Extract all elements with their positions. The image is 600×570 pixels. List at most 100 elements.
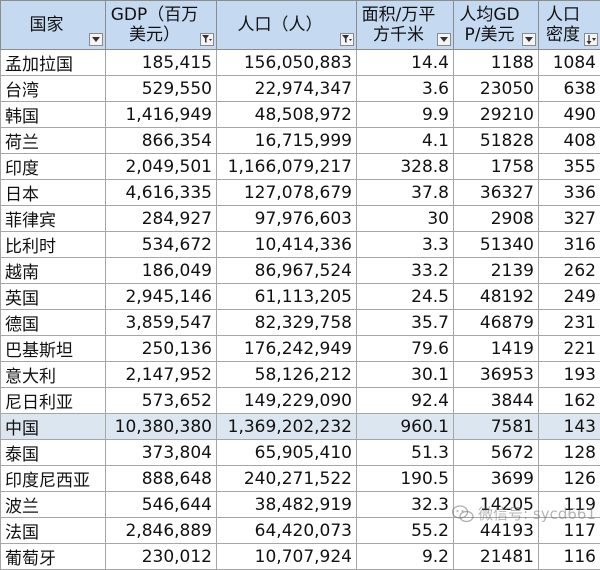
- value-cell[interactable]: 10,707,924: [217, 544, 357, 570]
- value-cell[interactable]: 336: [539, 180, 600, 206]
- value-cell[interactable]: 327: [539, 206, 600, 232]
- country-cell[interactable]: 葡萄牙: [1, 544, 106, 570]
- value-cell[interactable]: 1,369,202,232: [217, 414, 357, 440]
- country-cell[interactable]: 法国: [1, 518, 106, 544]
- value-cell[interactable]: 2,945,146: [106, 284, 217, 310]
- value-cell[interactable]: 117: [539, 518, 600, 544]
- value-cell[interactable]: 230,012: [106, 544, 217, 570]
- value-cell[interactable]: 546,644: [106, 492, 217, 518]
- value-cell[interactable]: 490: [539, 102, 600, 128]
- value-cell[interactable]: 29210: [454, 102, 539, 128]
- value-cell[interactable]: 24.5: [357, 284, 454, 310]
- value-cell[interactable]: 30: [357, 206, 454, 232]
- country-cell[interactable]: 韩国: [1, 102, 106, 128]
- value-cell[interactable]: 23050: [454, 76, 539, 102]
- value-cell[interactable]: 1,416,949: [106, 102, 217, 128]
- value-cell[interactable]: 36953: [454, 362, 539, 388]
- value-cell[interactable]: 240,271,522: [217, 466, 357, 492]
- value-cell[interactable]: 1758: [454, 154, 539, 180]
- value-cell[interactable]: 32.3: [357, 492, 454, 518]
- value-cell[interactable]: 156,050,883: [217, 50, 357, 76]
- country-cell[interactable]: 泰国: [1, 440, 106, 466]
- value-cell[interactable]: 5672: [454, 440, 539, 466]
- country-cell[interactable]: 比利时: [1, 232, 106, 258]
- value-cell[interactable]: 51.3: [357, 440, 454, 466]
- value-cell[interactable]: 44193: [454, 518, 539, 544]
- country-cell[interactable]: 孟加拉国: [1, 50, 106, 76]
- value-cell[interactable]: 355: [539, 154, 600, 180]
- value-cell[interactable]: 7581: [454, 414, 539, 440]
- value-cell[interactable]: 573,652: [106, 388, 217, 414]
- value-cell[interactable]: 2139: [454, 258, 539, 284]
- value-cell[interactable]: 46879: [454, 310, 539, 336]
- value-cell[interactable]: 48192: [454, 284, 539, 310]
- value-cell[interactable]: 9.2: [357, 544, 454, 570]
- value-cell[interactable]: 65,905,410: [217, 440, 357, 466]
- value-cell[interactable]: 21481: [454, 544, 539, 570]
- value-cell[interactable]: 4,616,335: [106, 180, 217, 206]
- value-cell[interactable]: 162: [539, 388, 600, 414]
- value-cell[interactable]: 61,113,205: [217, 284, 357, 310]
- value-cell[interactable]: 119: [539, 492, 600, 518]
- value-cell[interactable]: 143: [539, 414, 600, 440]
- dropdown-arrow-icon[interactable]: [89, 33, 103, 46]
- value-cell[interactable]: 51340: [454, 232, 539, 258]
- value-cell[interactable]: 249: [539, 284, 600, 310]
- value-cell[interactable]: 190.5: [357, 466, 454, 492]
- value-cell[interactable]: 14205: [454, 492, 539, 518]
- value-cell[interactable]: 9.9: [357, 102, 454, 128]
- value-cell[interactable]: 127,078,679: [217, 180, 357, 206]
- value-cell[interactable]: 82,329,758: [217, 310, 357, 336]
- country-cell[interactable]: 巴基斯坦: [1, 336, 106, 362]
- value-cell[interactable]: 3844: [454, 388, 539, 414]
- value-cell[interactable]: 284,927: [106, 206, 217, 232]
- value-cell[interactable]: 328.8: [357, 154, 454, 180]
- value-cell[interactable]: 30.1: [357, 362, 454, 388]
- value-cell[interactable]: 1,166,079,217: [217, 154, 357, 180]
- value-cell[interactable]: 866,354: [106, 128, 217, 154]
- country-cell[interactable]: 尼日利亚: [1, 388, 106, 414]
- value-cell[interactable]: 37.8: [357, 180, 454, 206]
- value-cell[interactable]: 149,229,090: [217, 388, 357, 414]
- country-cell[interactable]: 菲律宾: [1, 206, 106, 232]
- filter-icon[interactable]: [200, 33, 214, 46]
- value-cell[interactable]: 250,136: [106, 336, 217, 362]
- country-cell[interactable]: 荷兰: [1, 128, 106, 154]
- value-cell[interactable]: 38,482,919: [217, 492, 357, 518]
- value-cell[interactable]: 888,648: [106, 466, 217, 492]
- country-cell[interactable]: 德国: [1, 310, 106, 336]
- country-cell[interactable]: 波兰: [1, 492, 106, 518]
- value-cell[interactable]: 1084: [539, 50, 600, 76]
- column-header-4[interactable]: 人均GDP/美元: [454, 1, 539, 50]
- column-header-3[interactable]: 面积/万平方千米: [357, 1, 454, 50]
- country-cell[interactable]: 印度: [1, 154, 106, 180]
- value-cell[interactable]: 128: [539, 440, 600, 466]
- column-header-0[interactable]: 国家: [1, 1, 106, 50]
- country-cell[interactable]: 英国: [1, 284, 106, 310]
- value-cell[interactable]: 1419: [454, 336, 539, 362]
- value-cell[interactable]: 221: [539, 336, 600, 362]
- value-cell[interactable]: 262: [539, 258, 600, 284]
- value-cell[interactable]: 231: [539, 310, 600, 336]
- value-cell[interactable]: 373,804: [106, 440, 217, 466]
- value-cell[interactable]: 3.6: [357, 76, 454, 102]
- dropdown-arrow-icon[interactable]: [437, 33, 451, 46]
- value-cell[interactable]: 92.4: [357, 388, 454, 414]
- value-cell[interactable]: 176,242,949: [217, 336, 357, 362]
- value-cell[interactable]: 14.4: [357, 50, 454, 76]
- country-cell[interactable]: 日本: [1, 180, 106, 206]
- value-cell[interactable]: 316: [539, 232, 600, 258]
- value-cell[interactable]: 3699: [454, 466, 539, 492]
- value-cell[interactable]: 529,550: [106, 76, 217, 102]
- value-cell[interactable]: 185,415: [106, 50, 217, 76]
- value-cell[interactable]: 86,967,524: [217, 258, 357, 284]
- value-cell[interactable]: 3,859,547: [106, 310, 217, 336]
- value-cell[interactable]: 3.3: [357, 232, 454, 258]
- value-cell[interactable]: 126: [539, 466, 600, 492]
- dropdown-arrow-icon[interactable]: [522, 33, 536, 46]
- value-cell[interactable]: 33.2: [357, 258, 454, 284]
- value-cell[interactable]: 48,508,972: [217, 102, 357, 128]
- value-cell[interactable]: 16,715,999: [217, 128, 357, 154]
- country-cell[interactable]: 印度尼西亚: [1, 466, 106, 492]
- filter-icon[interactable]: [340, 33, 354, 46]
